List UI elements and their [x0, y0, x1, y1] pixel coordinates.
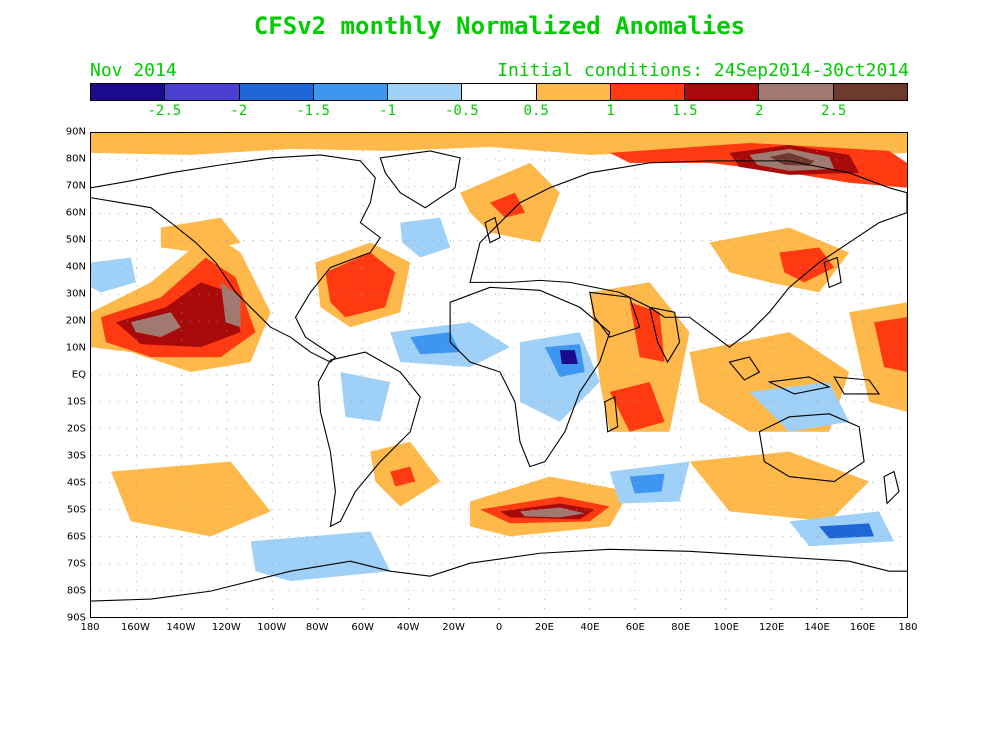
colorbar-segment	[536, 84, 611, 100]
latitude-label: EQ	[71, 369, 86, 381]
world-map	[90, 132, 908, 618]
longitude-label: 180	[80, 622, 100, 633]
coastlines	[91, 150, 907, 602]
colorbar-label: 1.5	[672, 103, 698, 119]
chart-title: CFSv2 monthly Normalized Anomalies	[253, 12, 746, 40]
initial-conditions: Initial conditions: 24Sep2014-30ct2014	[497, 60, 909, 81]
latitude-label: 20N	[65, 315, 86, 327]
grid-lines	[91, 133, 907, 617]
longitude-label: 80E	[671, 622, 691, 633]
longitude-label: 80W	[305, 622, 329, 633]
longitude-label: 120E	[758, 622, 785, 633]
longitude-label: 20E	[534, 622, 554, 633]
latitude-label: 90N	[65, 126, 86, 138]
colorbar-labels: -2.5 -2 -1.5 -1 -0.5 0.5 1 1.5 2 2.5	[90, 103, 908, 121]
latitude-label: 60N	[65, 207, 86, 219]
colorbar	[90, 83, 908, 101]
latitude-label: 90S	[66, 612, 86, 624]
longitude-label: 100W	[257, 622, 287, 633]
colorbar-label: 2	[755, 103, 764, 119]
colorbar-label: -2	[230, 103, 248, 119]
anomaly-map-svg	[91, 133, 907, 617]
longitude-label: 20W	[442, 622, 465, 633]
anomaly-fill	[91, 133, 907, 582]
colorbar-segment	[165, 84, 240, 100]
longitude-label: 160E	[849, 622, 876, 633]
colorbar-label: 2.5	[820, 103, 847, 119]
latitude-label: 20S	[66, 423, 86, 435]
latitude-label: 50N	[65, 234, 86, 246]
latitude-label: 10S	[66, 396, 86, 408]
longitude-label: 40W	[396, 622, 420, 633]
colorbar-segment	[313, 84, 389, 100]
longitude-label: 60W	[351, 622, 374, 633]
latitude-label: 70S	[66, 558, 86, 570]
latitude-label: 30N	[65, 288, 86, 300]
colorbar-label: 0.5	[523, 103, 549, 119]
colorbar-segment	[388, 84, 463, 100]
colorbar-segment	[685, 84, 760, 100]
longitude-label: 120W	[211, 622, 241, 633]
latitude-label: 40N	[65, 261, 86, 273]
longitude-label: 180	[898, 622, 918, 633]
colorbar-segment	[833, 84, 907, 100]
longitude-label: 160W	[120, 622, 150, 633]
colorbar-label: -0.5	[444, 103, 479, 119]
colorbar-segment	[239, 84, 314, 100]
longitude-label: 60E	[625, 622, 645, 633]
latitude-label: 60S	[66, 531, 86, 543]
latitude-label: 70N	[65, 180, 86, 192]
colorbar-segment	[462, 84, 537, 100]
latitude-label: 80N	[65, 153, 86, 165]
colorbar-label: 1	[606, 103, 615, 119]
longitude-label: 0	[495, 622, 503, 633]
forecast-month: Nov 2014	[90, 60, 177, 81]
colorbar-segment	[759, 84, 834, 100]
colorbar-label: -2.5	[147, 103, 182, 119]
longitude-label: 140W	[166, 622, 196, 633]
latitude-label: 10N	[65, 342, 86, 354]
longitude-label: 100E	[713, 622, 739, 633]
colorbar-label: -1.5	[296, 103, 330, 119]
latitude-label: 40S	[66, 477, 86, 489]
colorbar-segment	[91, 84, 166, 100]
latitude-label: 50S	[66, 504, 86, 516]
colorbar-label: -1	[379, 103, 396, 119]
longitude-label: 140E	[804, 622, 830, 633]
latitude-label: 30S	[66, 450, 86, 462]
longitude-label: 40E	[580, 622, 600, 633]
colorbar-segment	[610, 84, 686, 100]
latitude-label: 80S	[66, 585, 86, 597]
